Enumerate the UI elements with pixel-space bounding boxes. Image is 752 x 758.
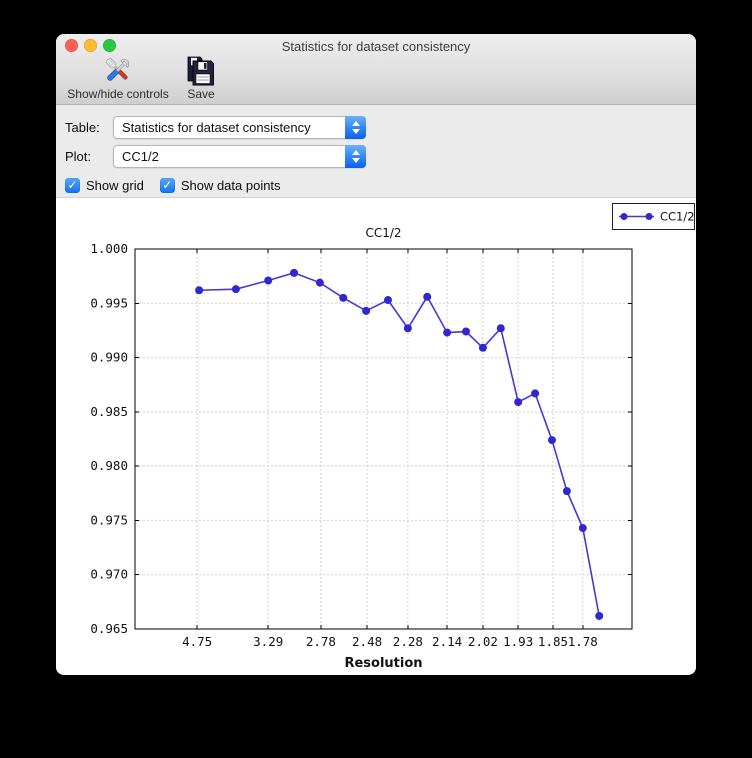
chevron-up-down-icon (345, 116, 366, 139)
zoom-button[interactable] (103, 39, 116, 52)
grid-lines (135, 249, 632, 629)
titlebar[interactable]: Statistics for dataset consistency (56, 34, 696, 58)
plot-label: Plot: (65, 149, 92, 164)
svg-text:1.78: 1.78 (568, 634, 598, 649)
minimize-button[interactable] (84, 39, 97, 52)
show-grid-label: Show grid (86, 178, 144, 193)
controls-panel: Table: Statistics for dataset consistenc… (56, 105, 696, 198)
toolbar-button-label: Save (187, 87, 215, 101)
close-button[interactable] (65, 39, 78, 52)
window-chrome: Statistics for dataset consistency (56, 34, 696, 105)
svg-text:2.14: 2.14 (432, 634, 462, 649)
show-grid-checkbox[interactable]: ✓ (65, 178, 80, 193)
svg-text:0.975: 0.975 (90, 512, 128, 527)
svg-text:CC1/2: CC1/2 (365, 226, 401, 240)
table-row: Table: Statistics for dataset consistenc… (65, 116, 696, 139)
svg-text:1.85: 1.85 (538, 634, 568, 649)
svg-text:1.000: 1.000 (90, 241, 128, 256)
svg-text:0.985: 0.985 (90, 404, 128, 419)
chart-panel: 4.75 3.29 2.78 2.48 2.28 2.14 2.02 1.93 1.85 1.78… (56, 198, 696, 674)
traffic-lights (65, 39, 116, 52)
svg-text:CC1/2: CC1/2 (660, 210, 695, 224)
save-button[interactable]: Save (177, 55, 225, 104)
svg-text:Resolution: Resolution (344, 656, 422, 671)
tools-icon (101, 53, 135, 87)
show-data-points-label: Show data points (180, 178, 281, 193)
svg-text:2.78: 2.78 (306, 634, 336, 649)
svg-text:2.48: 2.48 (352, 634, 382, 649)
toolbar: Show/hide controls (56, 55, 696, 104)
plot-select[interactable]: CC1/2 (113, 145, 366, 168)
svg-text:2.28: 2.28 (393, 634, 423, 649)
svg-text:4.75: 4.75 (182, 634, 212, 649)
svg-text:0.995: 0.995 (90, 295, 128, 310)
checkbox-row: ✓ Show grid ✓ Show data points (65, 178, 696, 193)
table-select-value: Statistics for dataset consistency (122, 120, 311, 135)
save-icon (185, 55, 217, 87)
svg-text:3.29: 3.29 (253, 634, 283, 649)
plot-select-value: CC1/2 (122, 149, 159, 164)
show-data-points-checkbox[interactable]: ✓ (159, 178, 175, 193)
axis-ticks (135, 248, 632, 630)
svg-text:0.980: 0.980 (90, 458, 128, 473)
window-title: Statistics for dataset consistency (281, 39, 471, 54)
cc-half-chart: 4.75 3.29 2.78 2.48 2.28 2.14 2.02 1.93 1.85 1.78… (90, 203, 695, 671)
svg-text:2.02: 2.02 (468, 634, 498, 649)
svg-text:1.93: 1.93 (503, 634, 533, 649)
svg-text:0.970: 0.970 (90, 567, 128, 582)
plot-row: Plot: CC1/2 (65, 145, 696, 168)
svg-text:0.965: 0.965 (90, 621, 128, 636)
table-select[interactable]: Statistics for dataset consistency (113, 116, 366, 139)
toolbar-button-label: Show/hide controls (67, 87, 169, 101)
table-label: Table: (65, 120, 100, 135)
series-cc1-2 (195, 268, 604, 620)
show-hide-controls-button[interactable]: Show/hide controls (59, 58, 177, 104)
app-window: Statistics for dataset consistency (56, 34, 696, 675)
svg-text:0.990: 0.990 (90, 350, 128, 365)
legend: CC1/2 (612, 203, 695, 230)
chevron-up-down-icon (345, 145, 366, 168)
